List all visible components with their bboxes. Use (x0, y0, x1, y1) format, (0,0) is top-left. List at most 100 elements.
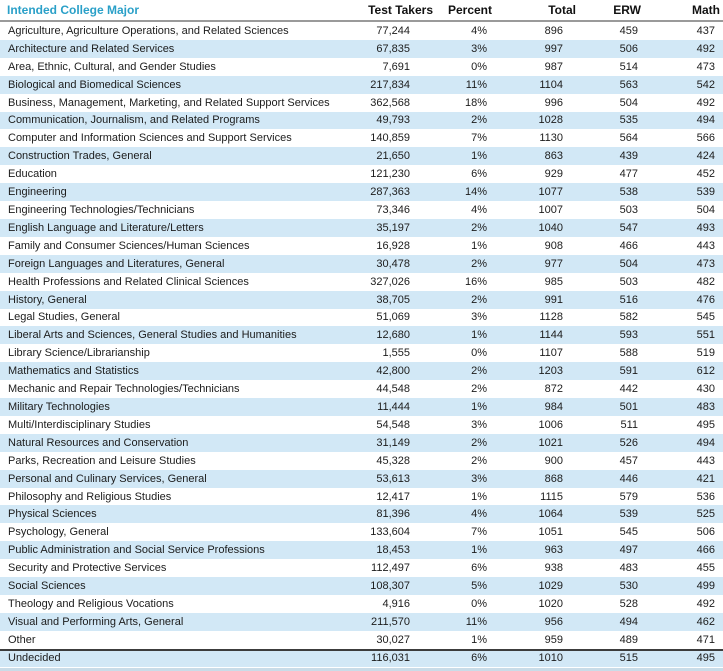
total-cell: 1130 (539, 132, 563, 145)
erw-cell: 439 (619, 150, 638, 163)
table-row: Military Technologies 11,444 1% 984 501 483 (0, 398, 723, 416)
test-takers-cell: 327,026 (370, 275, 410, 288)
total-cell: 956 (544, 615, 563, 628)
math-cell: 462 (696, 615, 715, 628)
total-cell: 959 (544, 633, 563, 646)
percent-cell: 16% (464, 275, 487, 288)
column-header-intended-college-major: Intended College Major (7, 3, 140, 17)
major-name-cell: Biological and Biomedical Sciences (8, 78, 182, 91)
percent-cell: 1% (471, 544, 487, 557)
major-name-cell: Area, Ethnic, Cultural, and Gender Studi… (8, 60, 216, 73)
test-takers-cell: 287,363 (370, 186, 410, 199)
erw-cell: 459 (619, 24, 638, 37)
test-takers-cell: 35,197 (376, 221, 410, 234)
table-row: Education 121,230 6% 929 477 452 (0, 165, 723, 183)
math-cell: 424 (696, 150, 715, 163)
table-row: Public Administration and Social Service… (0, 541, 723, 560)
major-name-cell: Business, Management, Marketing, and Rel… (8, 96, 330, 109)
percent-cell: 7% (471, 526, 487, 539)
erw-cell: 483 (619, 562, 638, 575)
total-cell: 868 (544, 472, 563, 485)
total-cell: 1029 (538, 580, 563, 593)
table-row: Mechanic and Repair Technologies/Technic… (0, 380, 723, 398)
total-cell: 1040 (538, 221, 563, 234)
bottom-strip (0, 667, 723, 671)
percent-cell: 2% (471, 383, 487, 396)
table-row: Social Sciences 108,307 5% 1029 530 499 (0, 577, 723, 595)
percent-cell: 4% (471, 204, 487, 217)
percent-cell: 2% (471, 293, 487, 306)
percent-cell: 11% (465, 615, 487, 628)
test-takers-cell: 108,307 (370, 580, 410, 593)
math-cell: 430 (696, 383, 715, 396)
table-row: Philosophy and Religious Studies 12,417 1%… (0, 488, 723, 506)
erw-cell: 593 (619, 329, 638, 342)
major-name-cell: Multi/Interdisciplinary Studies (8, 418, 151, 431)
test-takers-cell: 121,230 (370, 168, 410, 181)
test-takers-cell: 51,069 (376, 311, 410, 324)
major-name-cell: Agriculture, Agriculture Operations, and… (8, 24, 289, 37)
total-cell: 1020 (538, 597, 563, 610)
math-cell: 471 (696, 633, 715, 646)
math-cell: 476 (696, 293, 715, 306)
major-name-cell: Mechanic and Repair Technologies/Technic… (8, 383, 240, 396)
total-cell: 1115 (540, 490, 563, 503)
math-cell: 482 (696, 275, 715, 288)
test-takers-cell: 140,859 (370, 132, 410, 145)
erw-cell: 582 (619, 311, 638, 324)
percent-cell: 6% (471, 168, 487, 181)
major-name-cell: History, General (8, 293, 87, 306)
percent-cell: 1% (471, 329, 487, 342)
erw-cell: 535 (619, 114, 638, 127)
major-name-cell: Visual and Performing Arts, General (8, 615, 184, 628)
erw-cell: 528 (619, 597, 638, 610)
test-takers-cell: 7,691 (382, 60, 410, 73)
math-cell: 494 (696, 114, 715, 127)
total-cell: 1006 (538, 418, 563, 431)
test-takers-cell: 11,444 (377, 400, 410, 413)
total-cell: 1077 (538, 186, 563, 199)
total-cell: 1144 (539, 329, 563, 342)
percent-cell: 1% (471, 150, 487, 163)
math-cell: 519 (696, 347, 715, 360)
total-cell: 1203 (538, 365, 563, 378)
erw-cell: 538 (619, 186, 638, 199)
table-row: Psychology, General 133,604 7% 1051 545 506 (0, 523, 723, 541)
erw-cell: 539 (619, 508, 638, 521)
table-body: Agriculture, Agriculture Operations, and… (0, 22, 723, 667)
math-cell: 455 (696, 562, 715, 575)
math-cell: 492 (696, 597, 715, 610)
math-cell: 495 (696, 651, 715, 664)
percent-cell: 1% (471, 490, 487, 503)
total-cell: 987 (544, 60, 563, 73)
table-row: Multi/Interdisciplinary Studies 54,548 3% 1… (0, 416, 723, 434)
percent-cell: 4% (471, 24, 487, 37)
column-header-math: Math (692, 3, 720, 17)
total-cell: 900 (544, 454, 563, 467)
percent-cell: 4% (471, 508, 487, 521)
test-takers-cell: 12,417 (376, 490, 410, 503)
percent-cell: 3% (471, 42, 487, 55)
column-header-test-takers: Test Takers (368, 3, 433, 17)
math-cell: 473 (696, 60, 715, 73)
major-name-cell: Engineering Technologies/Technicians (8, 204, 195, 217)
erw-cell: 516 (619, 293, 638, 306)
test-takers-cell: 12,680 (376, 329, 410, 342)
total-cell: 908 (544, 239, 563, 252)
percent-cell: 1% (471, 400, 487, 413)
total-cell: 977 (544, 257, 563, 270)
major-name-cell: Education (8, 168, 57, 181)
total-cell: 929 (544, 168, 563, 181)
math-cell: 492 (696, 96, 715, 109)
test-takers-cell: 112,497 (371, 562, 410, 575)
percent-cell: 7% (471, 132, 487, 145)
erw-cell: 504 (619, 257, 638, 270)
total-cell: 872 (544, 383, 563, 396)
major-name-cell: Philosophy and Religious Studies (8, 490, 172, 503)
table-row: Communication, Journalism, and Related P… (0, 111, 723, 130)
major-name-cell: Personal and Culinary Services, General (8, 472, 207, 485)
erw-cell: 446 (619, 472, 638, 485)
percent-cell: 18% (464, 96, 487, 109)
erw-cell: 563 (619, 78, 638, 91)
